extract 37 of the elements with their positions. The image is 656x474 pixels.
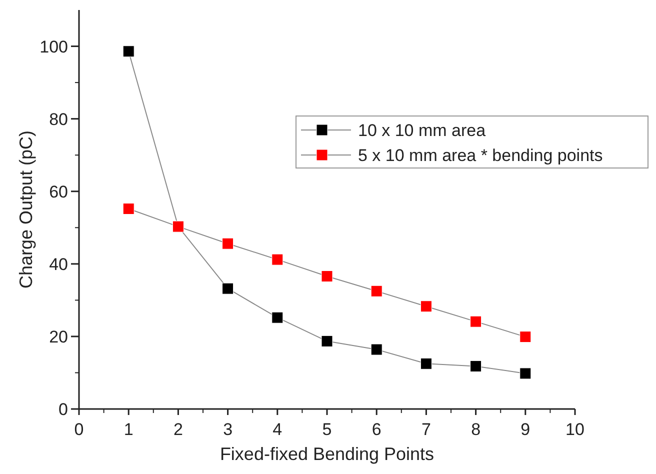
- point: [272, 254, 284, 266]
- x-tick-label: 5: [322, 420, 332, 439]
- point: [370, 344, 382, 356]
- point: [520, 368, 532, 380]
- x-tick-label: 2: [173, 420, 183, 439]
- point: [122, 203, 134, 215]
- x-tick-label: 6: [372, 420, 382, 439]
- point: [470, 316, 482, 328]
- x-tick-label: 10: [566, 420, 584, 439]
- y-tick-label: 60: [49, 182, 68, 202]
- y-tick-label: 100: [40, 37, 68, 56]
- y-tick-label: 80: [49, 110, 68, 129]
- point: [321, 270, 333, 282]
- y-tick-label: 20: [49, 327, 68, 346]
- point: [222, 282, 234, 294]
- point: [321, 335, 333, 347]
- x-tick-label: 4: [272, 420, 282, 439]
- point: [420, 300, 432, 312]
- y-tick-label: 0: [58, 400, 68, 419]
- x-axis-title: Fixed-fixed Bending Points: [220, 444, 434, 464]
- x-tick-label: 3: [223, 420, 233, 439]
- point: [222, 238, 234, 250]
- x-tick-label: 0: [74, 420, 84, 439]
- point: [272, 312, 284, 324]
- x-tick-label: 7: [421, 420, 431, 439]
- x-tick-label: 8: [471, 420, 481, 439]
- point: [370, 285, 382, 297]
- point: [122, 46, 134, 58]
- point: [420, 358, 432, 370]
- point: [520, 331, 532, 343]
- legend-label: 10 x 10 mm area: [358, 121, 486, 140]
- x-tick-label: 1: [124, 420, 134, 439]
- point: [470, 360, 482, 372]
- legend-label: 5 x 10 mm area * bending points: [358, 146, 603, 165]
- x-tick-label: 9: [520, 420, 530, 439]
- y-tick-label: 40: [49, 254, 68, 274]
- y-axis-title: Charge Output (pC): [16, 130, 36, 289]
